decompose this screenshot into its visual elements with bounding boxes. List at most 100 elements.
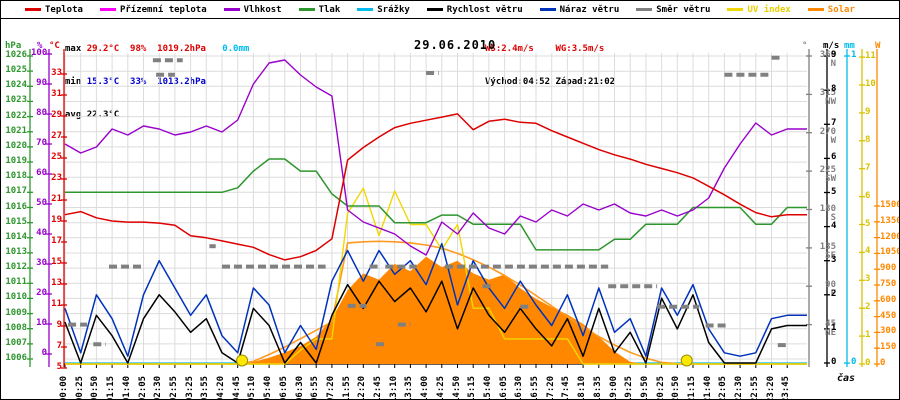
legend-label: Teplota xyxy=(45,4,83,15)
axis-header-deg: ° xyxy=(802,41,808,51)
legend-label: Vlhkost xyxy=(243,4,282,15)
legend-swatch-icon xyxy=(807,8,824,11)
x-tick-label: 02:30 xyxy=(153,375,164,400)
axis-tick-label: 5 xyxy=(56,362,62,372)
legend-label: Srážky xyxy=(377,4,410,15)
axis-tick-label: 7 xyxy=(56,341,62,351)
legend-label: Rychlost větru xyxy=(446,4,523,15)
axis-header-mm: mm xyxy=(844,41,855,51)
axis-tick-label: 1010 xyxy=(5,292,27,303)
axis-tick-label: 0 xyxy=(831,357,837,367)
x-tick-label: 20:50 xyxy=(671,375,682,400)
axis-header-°C: °C xyxy=(49,41,60,51)
axis-header-ms: m/s xyxy=(823,41,840,51)
avg-temp: 22.3°C xyxy=(86,110,120,120)
max-pressure: 1019.2hPa xyxy=(157,44,206,54)
axis-tick-label: 150 xyxy=(880,342,897,353)
axis-tick-label: 13 xyxy=(51,278,62,288)
axis-tick-label: 1 xyxy=(851,50,857,60)
legend-item-teplota[interactable]: Teplota xyxy=(25,5,83,15)
axis-tick-label: 9 xyxy=(831,50,837,61)
x-tick-label: 13:35 xyxy=(404,375,415,400)
legend-item-uv-index[interactable]: UV index xyxy=(727,4,791,15)
sunrise-time: Východ:04:52 xyxy=(485,77,551,87)
legend-item-vlhkost[interactable]: Vlhkost xyxy=(223,4,282,15)
x-axis-title: čas xyxy=(837,373,856,384)
min-pressure: 1013.2hPa xyxy=(157,77,206,87)
axis-tick-label: 6 xyxy=(865,190,871,201)
stats-left: max 29.2°C 98% 1019.2hPa 0.0mm min 15.3°… xyxy=(65,22,249,143)
chart-legend: Teplota Přízemní teplota Vlhkost Tlak Srážky… xyxy=(1,1,899,19)
axis-tick-label: 1022 xyxy=(5,110,27,121)
legend-swatch-icon xyxy=(223,8,240,11)
axis-tick-label: 90 E xyxy=(825,280,836,300)
legend-item-tlak[interactable]: Tlak xyxy=(298,5,340,15)
axis-header-%: % xyxy=(37,41,43,51)
x-tick-label: 07:20 xyxy=(325,375,336,400)
axis-tick-label: 1015 xyxy=(5,216,27,227)
stats-min-row: min 15.3°C 33% 1013.2hPa xyxy=(65,77,206,87)
x-tick-label: 14:25 xyxy=(435,375,446,400)
axis-tick-label: 135 SE xyxy=(819,241,836,261)
axis-tick-label: 0 xyxy=(865,358,871,368)
max-temp: 29.2°C xyxy=(86,44,120,54)
x-tick-label: 23:20 xyxy=(765,375,776,400)
legend-label: Přízemní teplota xyxy=(119,4,207,15)
axis-tick-label: 1013 xyxy=(5,246,27,257)
x-tick-label: 06:55 xyxy=(310,375,321,400)
x-tick-label: 03:25 xyxy=(184,375,195,400)
x-tick-label: 19:25 xyxy=(624,375,635,400)
legend-label: UV index xyxy=(747,4,791,15)
x-tick-label: 13:10 xyxy=(388,375,399,400)
x-tick-label: 16:55 xyxy=(530,375,540,400)
axis-tick-label: 1200 xyxy=(880,231,900,242)
legend-label: Náraz větru xyxy=(559,4,620,15)
x-tick-label: 16:05 xyxy=(498,375,509,400)
axis-tick-label: 8 xyxy=(865,134,871,145)
legend-swatch-icon xyxy=(298,8,315,11)
axis-tick-label: 45 NE xyxy=(825,318,836,338)
axis-tick-label: 7 xyxy=(865,162,871,173)
legend-item-p-zemn-teplota[interactable]: Přízemní teplota xyxy=(99,4,207,15)
legend-item-sr-ky[interactable]: Srážky xyxy=(357,5,410,15)
axis-tick-label: 21 xyxy=(51,194,62,204)
wind-stats-row: WS:2.4m/s WG:3.5m/s xyxy=(485,44,615,55)
x-tick-label: 04:45 xyxy=(231,375,242,400)
axis-tick-label: 300 xyxy=(880,326,897,337)
x-tick-label: 12:45 xyxy=(373,375,383,400)
axis-tick-label: 2 xyxy=(865,302,871,313)
axis-tick-label: 7 xyxy=(831,118,837,129)
x-tick-label: 03:55 xyxy=(200,375,211,400)
legend-swatch-icon xyxy=(636,8,653,11)
axis-header-W: W xyxy=(875,41,881,51)
axis-tick-label: 1 xyxy=(831,322,837,333)
x-tick-label: 01:40 xyxy=(121,375,132,400)
legend-item-solar[interactable]: Solar xyxy=(807,5,855,15)
axis-tick-label: 15 xyxy=(51,257,62,267)
min-temp: 15.3°C xyxy=(86,77,120,87)
x-tick-label: 18:10 xyxy=(577,375,588,400)
axis-tick-label: 3 xyxy=(831,254,837,265)
axis-tick-label: 270 W xyxy=(819,126,836,146)
axis-tick-label: 450 xyxy=(880,310,897,321)
axis-tick-label: 1017 xyxy=(5,186,27,197)
legend-item-rychlost-v-tru[interactable]: Rychlost větru xyxy=(426,4,523,15)
legend-swatch-icon xyxy=(727,8,744,11)
x-tick-label: 15:40 xyxy=(482,375,493,400)
axis-tick-label: 5 xyxy=(865,218,871,229)
legend-item-sm-r-v-tru[interactable]: Směr větru xyxy=(636,5,710,15)
axis-tick-label: 8 xyxy=(831,84,837,95)
axis-tick-label: 1007 xyxy=(5,337,27,348)
x-tick-label: 05:40 xyxy=(263,375,274,400)
x-tick-label: 11:55 xyxy=(341,375,352,400)
x-tick-label: 21:40 xyxy=(702,375,713,400)
axis-tick-label: 0 xyxy=(880,358,886,368)
legend-swatch-icon xyxy=(357,8,374,11)
x-tick-label: 19:50 xyxy=(639,375,650,400)
legend-swatch-icon xyxy=(426,8,443,11)
legend-item-n-raz-v-tru[interactable]: Náraz větru xyxy=(539,4,620,15)
axis-tick-label: 1011 xyxy=(5,277,27,288)
x-tick-label: 16:30 xyxy=(514,375,525,400)
